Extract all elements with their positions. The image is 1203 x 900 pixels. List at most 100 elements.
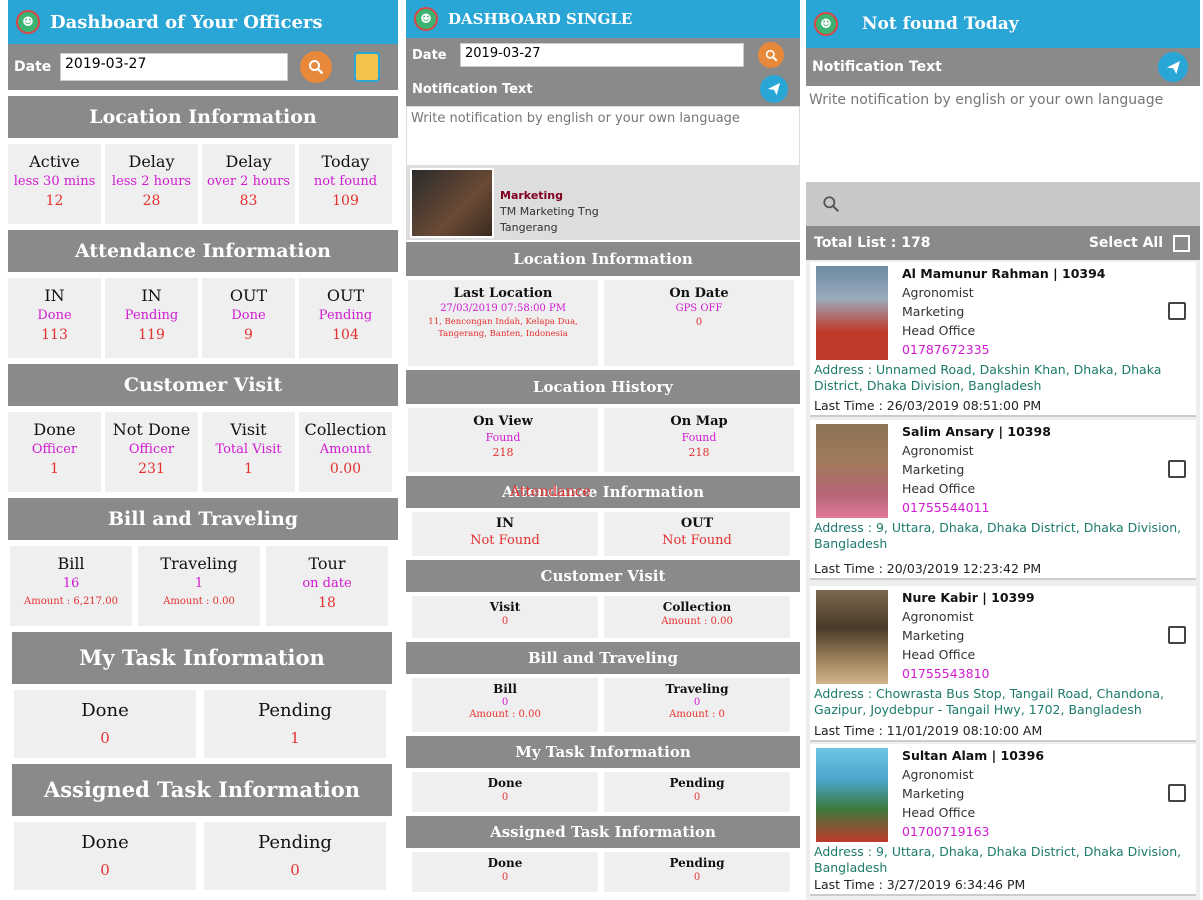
bill-cell[interactable]: Bill 0 Amount : 0.00 [412, 678, 598, 732]
cell-value: Amount : 6,217.00 [24, 596, 118, 607]
in-done-cell[interactable]: IN Done 113 [8, 278, 101, 358]
officer-checkbox[interactable] [1168, 626, 1186, 644]
cell-subtitle: 16 [62, 576, 80, 591]
traveling-cell[interactable]: Traveling 0 Amount : 0 [604, 678, 790, 732]
search-button[interactable] [758, 42, 784, 68]
done-officer-cell[interactable]: Done Officer 1 [8, 412, 101, 492]
visit-cell[interactable]: Visit Total Visit 1 [202, 412, 295, 492]
send-icon [767, 82, 781, 96]
assigned-pending-cell[interactable]: Pending 0 [604, 852, 790, 892]
cell-heading: Pending [258, 832, 332, 853]
out-done-cell[interactable]: OUT Done 9 [202, 278, 295, 358]
task-pending-cell[interactable]: Pending 0 [604, 772, 790, 812]
select-all-checkbox[interactable] [1173, 234, 1190, 252]
last-location-time: 27/03/2019 07:58:00 PM [440, 303, 566, 314]
search-button[interactable] [300, 51, 332, 83]
officer-list-item[interactable]: Nure Kabir | 10399 Agronomist Marketing Hea… [810, 586, 1196, 742]
in-cell[interactable]: IN Not Found [412, 512, 598, 556]
location-section-header: Location Information [8, 96, 398, 138]
officer-list-item[interactable]: Salim Ansary | 10398 Agronomist Marketing H… [810, 420, 1196, 580]
collection-cell[interactable]: Collection Amount : 0.00 [604, 596, 790, 638]
on-view-cell[interactable]: On View Found 218 [408, 408, 598, 472]
my-task-row: Done 0 Pending 0 [406, 772, 800, 812]
last-location-cell[interactable]: Last Location 27/03/2019 07:58:00 PM 11,… [408, 280, 598, 366]
delay-short-cell[interactable]: Delay less 2 hours 28 [105, 144, 198, 224]
assigned-done-cell[interactable]: Done 0 [14, 822, 196, 890]
cell-value: 119 [138, 327, 165, 343]
visit-cell[interactable]: Visit 0 [412, 596, 598, 638]
tour-cell[interactable]: Tour on date 18 [266, 546, 388, 626]
assigned-task-row: Done 0 Pending 0 [8, 822, 398, 890]
cell-value: 1 [244, 461, 253, 477]
date-input[interactable]: 2019-03-27 [460, 43, 744, 67]
cell-heading: IN [496, 516, 514, 531]
cell-value: 18 [318, 595, 336, 611]
cell-subtitle: Officer [128, 442, 175, 457]
cell-value: Not Found [470, 533, 540, 548]
cell-value: 104 [332, 327, 359, 343]
cell-heading: Active [29, 152, 80, 171]
cell-heading: Delay [128, 152, 175, 171]
notification-textarea[interactable]: Write notification by english or your ow… [406, 106, 800, 166]
task-done-cell[interactable]: Done 0 [14, 690, 196, 758]
last-location-address: 11, Bencongan Indah, Kelapa Dua, Tangera… [428, 317, 578, 339]
collection-cell[interactable]: Collection Amount 0.00 [299, 412, 392, 492]
attendance-section-header: Attendance Information [8, 230, 398, 272]
task-done-cell[interactable]: Done 0 [412, 772, 598, 812]
traveling-cell[interactable]: Traveling 1 Amount : 0.00 [138, 546, 260, 626]
out-pending-cell[interactable]: OUT Pending 104 [299, 278, 392, 358]
cell-subtitle: GPS OFF [675, 303, 723, 314]
profile-department: Marketing [500, 189, 564, 202]
officer-office: Head Office [902, 647, 976, 662]
date-label: Date [14, 59, 52, 75]
officer-last-time: Last Time : 20/03/2019 12:23:42 PM [814, 561, 1042, 576]
send-button[interactable] [760, 75, 788, 103]
assigned-done-cell[interactable]: Done 0 [412, 852, 598, 892]
today-cell[interactable]: Today not found 109 [299, 144, 392, 224]
officer-department: Marketing [902, 462, 965, 477]
officer-address: Address : 9, Uttara, Dhaka, Dhaka Distri… [814, 844, 1182, 875]
calendar-icon[interactable] [354, 52, 380, 82]
cell-subtitle: Pending [124, 308, 179, 323]
officer-checkbox[interactable] [1168, 460, 1186, 478]
dashboard-single-panel: ☻ DASHBOARD SINGLE Date 2019-03-27 Notif… [406, 0, 800, 900]
cell-value: 0 [290, 861, 300, 879]
cell-subtitle: Done [37, 308, 72, 323]
attendance-overlay-text: Attendance [510, 484, 591, 500]
select-all-toggle[interactable]: Select All [1089, 234, 1190, 252]
officer-checkbox[interactable] [1168, 302, 1186, 320]
bill-section-header: Bill and Traveling [406, 642, 800, 674]
notification-textarea[interactable]: Write notification by english or your ow… [806, 86, 1200, 182]
active-cell[interactable]: Active less 30 mins 12 [8, 144, 101, 224]
my-task-section-header: My Task Information [12, 632, 392, 684]
bill-cell[interactable]: Bill 16 Amount : 6,217.00 [10, 546, 132, 626]
send-button[interactable] [1158, 52, 1188, 82]
my-task-section-header: My Task Information [406, 736, 800, 768]
officer-list-item[interactable]: Sultan Alam | 10396 Agronomist Marketing He… [810, 744, 1196, 896]
cell-value: Amount : 0 [669, 709, 725, 720]
officer-checkbox[interactable] [1168, 784, 1186, 802]
search-bar[interactable] [806, 182, 1200, 226]
delay-long-cell[interactable]: Delay over 2 hours 83 [202, 144, 295, 224]
out-cell[interactable]: OUT Not Found [604, 512, 790, 556]
officer-address: Address : Unnamed Road, Dakshin Khan, Dh… [814, 362, 1162, 393]
in-pending-cell[interactable]: IN Pending 119 [105, 278, 198, 358]
on-map-cell[interactable]: On Map Found 218 [604, 408, 794, 472]
cell-heading: Delay [225, 152, 272, 171]
officer-last-time: Last Time : 26/03/2019 08:51:00 PM [814, 398, 1042, 413]
on-date-cell[interactable]: On Date GPS OFF 0 [604, 280, 794, 366]
assigned-pending-cell[interactable]: Pending 0 [204, 822, 386, 890]
cell-heading: Bill [493, 682, 517, 696]
task-pending-cell[interactable]: Pending 1 [204, 690, 386, 758]
location-row: Last Location 27/03/2019 07:58:00 PM 11,… [406, 280, 800, 366]
app-logo-icon: ☻ [414, 7, 438, 31]
officer-list-item[interactable]: Al Mamunur Rahman | 10394 Agronomist Marke… [810, 262, 1196, 417]
cell-value: 0 [501, 792, 509, 803]
bill-row: Bill 0 Amount : 0.00 Traveling 0 Amount : 0 [406, 678, 800, 732]
cell-subtitle: 0 [693, 697, 701, 708]
cell-value: 218 [492, 446, 514, 459]
date-input[interactable]: 2019-03-27 [60, 53, 288, 81]
not-done-officer-cell[interactable]: Not Done Officer 231 [105, 412, 198, 492]
search-icon [823, 196, 840, 213]
cell-value: 83 [239, 193, 258, 209]
